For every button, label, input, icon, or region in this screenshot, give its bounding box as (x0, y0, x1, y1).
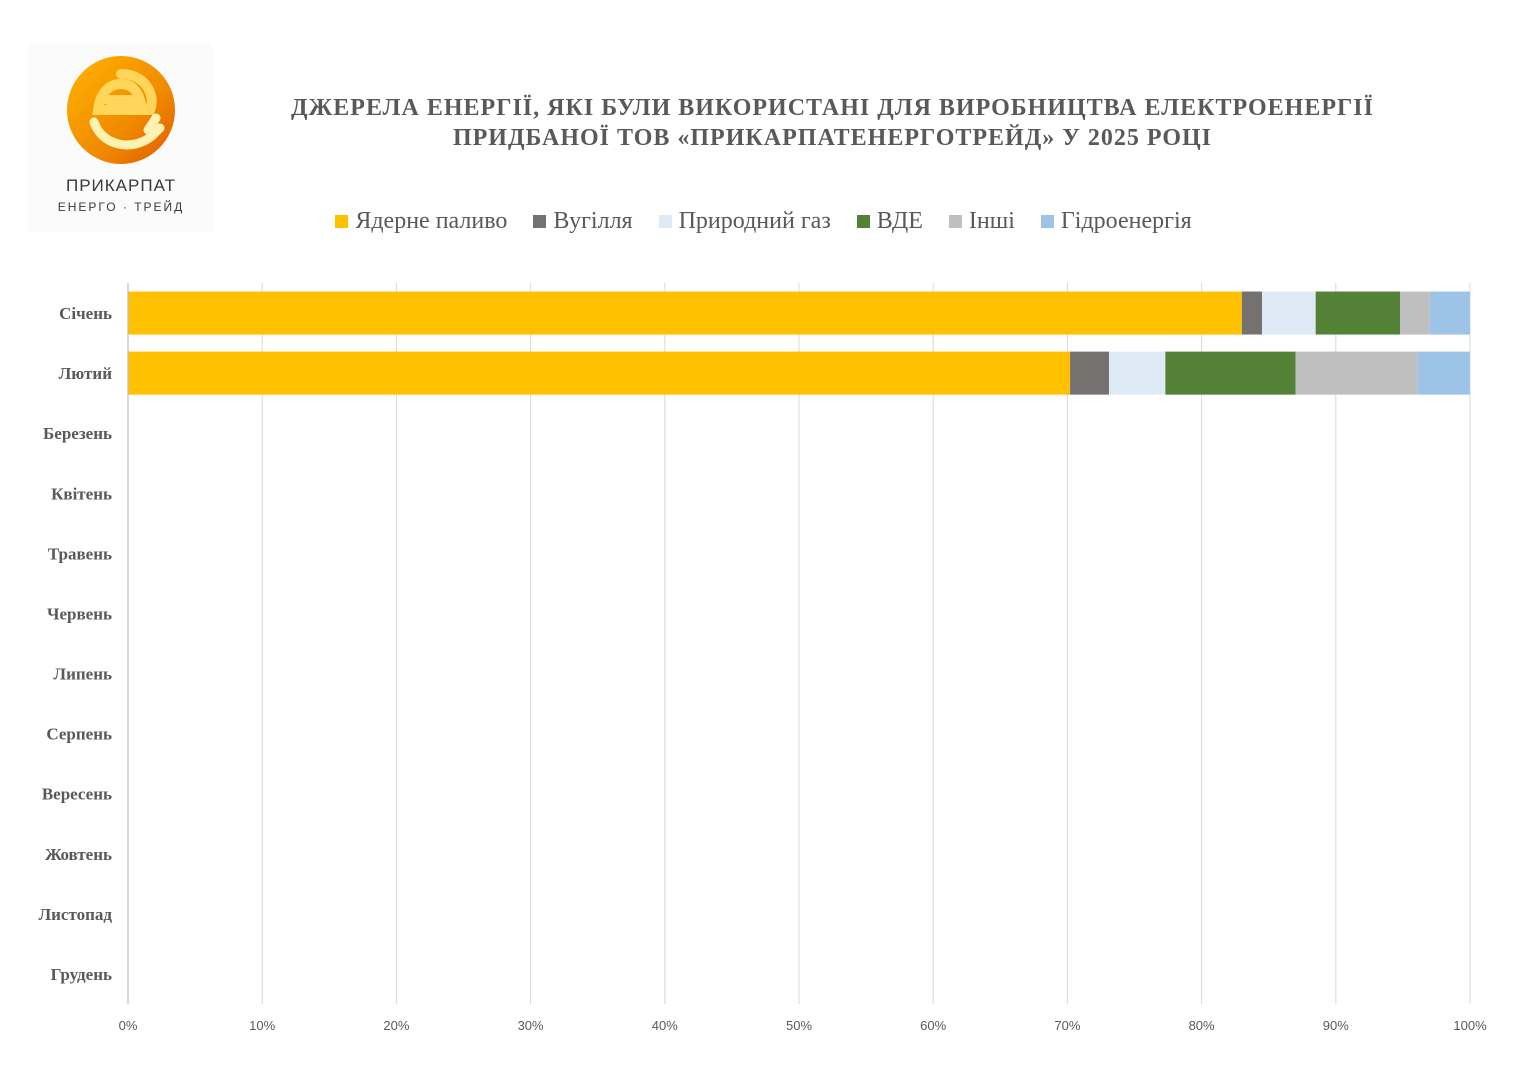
bar-segment (128, 351, 1071, 395)
y-category-label: Квітень (51, 484, 112, 503)
y-category-label: Лютий (59, 364, 113, 383)
legend-swatch (856, 215, 870, 228)
legend-item: ВДЕ (856, 208, 923, 235)
y-category-label: Жовтень (45, 845, 112, 864)
x-tick-label: 20% (383, 1018, 409, 1033)
logo-text-main: ПРИКАРПАТ (66, 176, 176, 195)
company-logo: ПРИКАРПАТ ЕНЕРГО · ТРЕЙД (28, 44, 214, 232)
y-category-label: Листопад (38, 905, 112, 924)
bar-segment (1295, 351, 1418, 395)
x-tick-label: 10% (249, 1018, 275, 1033)
bar-segment (1429, 291, 1470, 335)
bar-segment (1109, 351, 1166, 395)
legend-item: Ядерне паливо (335, 208, 507, 235)
y-category-label: Червень (47, 604, 112, 623)
x-tick-label: 80% (1189, 1018, 1215, 1033)
legend-item: Гідроенергія (1040, 208, 1192, 235)
y-category-label: Березень (43, 424, 112, 443)
legend-label: Вугілля (553, 208, 633, 234)
x-tick-label: 40% (652, 1018, 678, 1033)
chart-legend: Ядерне паливо Вугілля Природний газ ВДЕ Інші… (0, 208, 1527, 235)
bar-segment (1165, 351, 1296, 395)
bar-segment (1417, 351, 1470, 395)
legend-label: Інші (968, 208, 1015, 234)
bar-segment (1070, 351, 1110, 395)
legend-swatch (1040, 215, 1054, 228)
legend-swatch (948, 215, 962, 228)
bar-segment (1241, 291, 1262, 335)
y-category-label: Січень (59, 304, 112, 323)
x-tick-label: 100% (1453, 1018, 1487, 1033)
legend-label: Гідроенергія (1060, 208, 1192, 234)
chart-title-line-2: ПРИДБАНОЇ ТОВ «ПРИКАРПАТЕНЕРГОТРЕЙД» У 2… (452, 125, 1213, 151)
y-category-label: Серпень (46, 725, 112, 744)
y-category-label: Травень (48, 544, 112, 563)
logo-text-sub: ЕНЕРГО · ТРЕЙД (57, 200, 185, 214)
bar-segment (1400, 291, 1430, 335)
legend-swatch (658, 215, 672, 228)
x-tick-label: 50% (786, 1018, 812, 1033)
chart-title-line-1: ДЖЕРЕЛА ЕНЕРГІЇ, ЯКІ БУЛИ ВИКОРИСТАНІ ДЛ… (291, 95, 1374, 121)
bar-segment (1315, 291, 1401, 335)
logo-emblem-icon (67, 56, 175, 164)
x-tick-label: 70% (1054, 1018, 1080, 1033)
legend-item: Природний газ (658, 208, 831, 235)
y-category-label: Грудень (51, 965, 112, 984)
legend-label: ВДЕ (876, 208, 923, 234)
legend-swatch (533, 215, 547, 228)
legend-label: Природний газ (678, 208, 831, 234)
x-tick-label: 30% (518, 1018, 544, 1033)
x-tick-label: 60% (920, 1018, 946, 1033)
legend-label: Ядерне паливо (355, 208, 508, 234)
bar-segment (128, 291, 1242, 335)
legend-item: Інші (948, 208, 1015, 235)
chart-title: ДЖЕРЕЛА ЕНЕРГІЇ, ЯКІ БУЛИ ВИКОРИСТАНІ ДЛ… (230, 93, 1435, 153)
legend-swatch (335, 215, 349, 228)
legend-item: Вугілля (533, 208, 633, 235)
bar-segment (1261, 291, 1316, 335)
x-tick-label: 0% (119, 1018, 138, 1033)
y-category-label: Вересень (42, 785, 112, 804)
y-category-label: Липень (53, 665, 112, 684)
x-tick-label: 90% (1323, 1018, 1349, 1033)
